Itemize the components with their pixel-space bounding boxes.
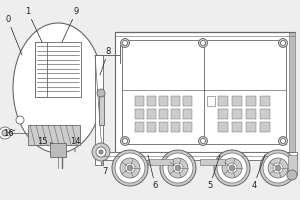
Bar xyxy=(246,96,256,106)
Bar xyxy=(218,122,228,132)
Bar xyxy=(135,109,144,119)
Bar xyxy=(159,109,168,119)
Bar xyxy=(218,109,228,119)
Text: 15: 15 xyxy=(37,138,52,146)
Circle shape xyxy=(121,38,130,47)
Circle shape xyxy=(222,158,242,178)
Text: 8: 8 xyxy=(100,47,111,75)
Circle shape xyxy=(120,158,140,178)
Circle shape xyxy=(268,158,288,178)
Bar xyxy=(171,96,180,106)
Circle shape xyxy=(275,165,281,171)
Circle shape xyxy=(200,40,206,46)
Circle shape xyxy=(125,163,135,173)
Circle shape xyxy=(168,158,188,178)
Bar xyxy=(135,96,144,106)
Circle shape xyxy=(121,136,130,146)
Ellipse shape xyxy=(13,23,103,153)
Text: 6: 6 xyxy=(148,155,158,190)
Bar xyxy=(246,122,256,132)
Circle shape xyxy=(200,138,206,144)
Bar xyxy=(289,32,295,152)
Circle shape xyxy=(173,163,183,173)
Bar xyxy=(147,96,156,106)
Circle shape xyxy=(229,165,235,171)
Text: 1: 1 xyxy=(26,7,42,42)
Circle shape xyxy=(115,153,145,183)
Circle shape xyxy=(278,136,287,146)
Bar xyxy=(260,122,270,132)
Text: 4: 4 xyxy=(251,155,265,190)
Bar xyxy=(232,109,242,119)
Bar xyxy=(148,159,173,165)
Bar xyxy=(35,42,47,97)
Circle shape xyxy=(280,138,286,144)
Text: 5: 5 xyxy=(207,155,220,190)
Bar xyxy=(115,32,293,152)
Circle shape xyxy=(199,38,208,47)
Circle shape xyxy=(122,40,128,46)
Circle shape xyxy=(278,38,287,47)
Bar xyxy=(183,96,192,106)
Text: 9: 9 xyxy=(62,7,79,42)
Circle shape xyxy=(273,163,283,173)
Bar xyxy=(135,122,144,132)
Text: 0: 0 xyxy=(5,16,22,55)
Bar xyxy=(159,96,168,106)
Text: 7: 7 xyxy=(101,162,108,176)
Bar xyxy=(50,143,66,157)
Bar xyxy=(260,109,270,119)
Bar xyxy=(171,122,180,132)
Circle shape xyxy=(227,163,237,173)
Circle shape xyxy=(263,153,293,183)
Bar xyxy=(28,125,80,145)
Circle shape xyxy=(217,153,247,183)
Bar xyxy=(200,159,225,165)
Bar xyxy=(232,96,242,106)
Bar xyxy=(100,152,297,160)
Circle shape xyxy=(260,150,296,186)
Circle shape xyxy=(122,138,128,144)
Text: 16: 16 xyxy=(3,129,15,138)
Circle shape xyxy=(92,143,110,161)
Bar xyxy=(35,42,81,97)
Bar xyxy=(260,96,270,106)
Bar xyxy=(232,122,242,132)
Bar xyxy=(183,109,192,119)
Bar xyxy=(218,96,228,106)
Bar xyxy=(183,122,192,132)
Circle shape xyxy=(127,165,133,171)
Bar xyxy=(207,96,215,106)
Circle shape xyxy=(0,127,11,139)
Text: 14: 14 xyxy=(70,138,80,152)
Bar xyxy=(171,109,180,119)
Bar xyxy=(147,109,156,119)
Bar xyxy=(246,109,256,119)
Circle shape xyxy=(287,170,297,180)
Bar xyxy=(147,122,156,132)
Circle shape xyxy=(99,150,103,154)
Circle shape xyxy=(214,150,250,186)
Circle shape xyxy=(160,150,196,186)
Bar xyxy=(95,55,103,165)
Bar xyxy=(99,95,104,125)
Circle shape xyxy=(2,130,8,136)
Bar xyxy=(159,122,168,132)
Circle shape xyxy=(163,153,193,183)
Circle shape xyxy=(112,150,148,186)
Circle shape xyxy=(16,116,24,124)
Circle shape xyxy=(97,89,105,97)
Bar xyxy=(122,40,286,144)
Circle shape xyxy=(96,147,106,157)
Circle shape xyxy=(199,136,208,146)
Circle shape xyxy=(280,40,286,46)
Bar xyxy=(288,155,297,175)
Circle shape xyxy=(175,165,181,171)
